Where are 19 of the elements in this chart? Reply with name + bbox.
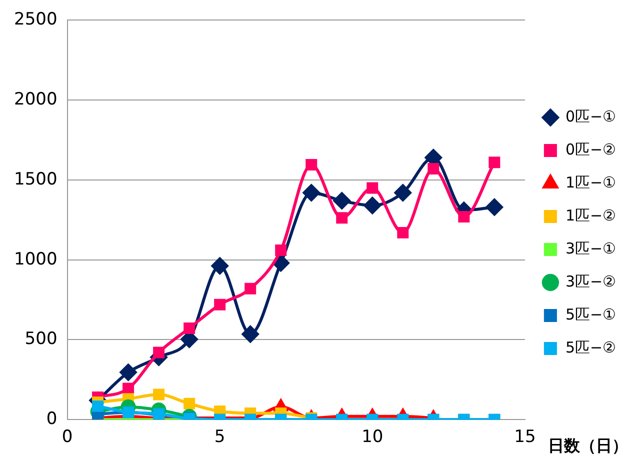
y-tick-label: 500 xyxy=(24,329,58,350)
legend-label: 1匹−② xyxy=(565,206,616,224)
y-tick-label: 2500 xyxy=(14,10,58,30)
x-axis-title: 日数（日） xyxy=(548,436,628,455)
y-tick-label: 2000 xyxy=(14,90,58,110)
x-tick-label: 0 xyxy=(62,427,73,448)
legend-label: 3匹−① xyxy=(565,239,616,258)
y-tick-label: 1000 xyxy=(14,249,58,270)
x-tick-label: 10 xyxy=(362,427,384,448)
legend-label: 5匹−② xyxy=(565,338,616,356)
x-tick-label: 15 xyxy=(514,427,536,448)
x-tick-label: 5 xyxy=(214,427,226,448)
legend-label: 0匹−① xyxy=(565,107,616,126)
legend-label: 5匹−① xyxy=(565,305,616,324)
legend-label: 1匹−① xyxy=(565,173,616,192)
y-tick-label: 1500 xyxy=(14,169,58,190)
legend-label: 0匹−② xyxy=(565,140,616,158)
y-tick-label: 0 xyxy=(46,409,58,430)
legend-label: 3匹−② xyxy=(565,272,616,290)
